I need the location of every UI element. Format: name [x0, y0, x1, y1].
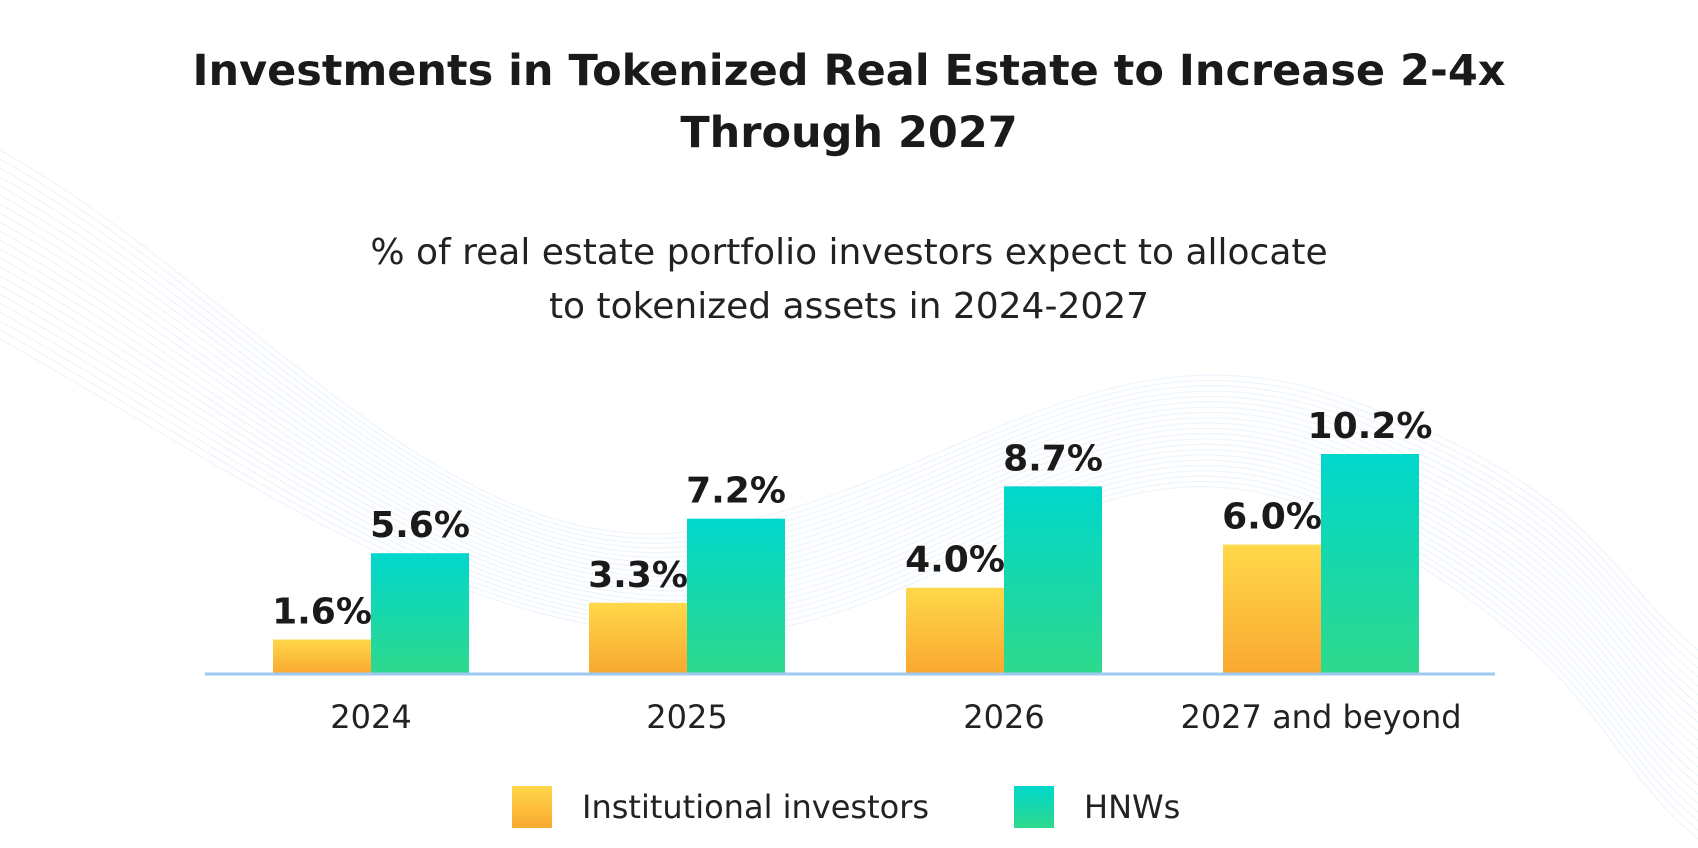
data-label-hnw-0: 5.6%: [370, 505, 470, 546]
data-label-institutional-1: 3.3%: [588, 555, 688, 596]
background-wave-line: [0, 275, 1698, 777]
bar-institutional-2: [906, 587, 1004, 674]
x-tick-label-0: 2024: [330, 698, 411, 736]
background-wave-line: [0, 311, 1698, 813]
background-wave-line: [0, 176, 1698, 678]
background-wave-line: [0, 266, 1698, 768]
background-wave-line: [0, 302, 1698, 804]
background-wave-line: [0, 167, 1698, 669]
data-label-institutional-2: 4.0%: [905, 540, 1005, 581]
chart-title-line-1: Investments in Tokenized Real Estate to …: [192, 46, 1506, 96]
background-wave-line: [0, 257, 1698, 759]
bars-layer: [273, 454, 1419, 674]
chart-subtitle-line-1: % of real estate portfolio investors exp…: [370, 232, 1328, 273]
bar-hnw-3: [1321, 454, 1419, 674]
background-wave-line: [0, 239, 1698, 741]
background-wave-line: [0, 293, 1698, 795]
background-wave-line: [0, 158, 1698, 660]
legend-label-institutional: Institutional investors: [582, 788, 930, 826]
x-tick-label-2: 2026: [963, 698, 1044, 736]
bar-institutional-1: [589, 602, 687, 674]
background-wave-line: [0, 203, 1698, 705]
background-wave-line: [0, 212, 1698, 714]
background-wave-line: [0, 248, 1698, 750]
labels-layer: 1.6% 5.6% 2024 3.3% 7.2% 2025 4.0% 8.7% 2026 6.0%…: [272, 406, 1461, 736]
background-wave-line: [0, 230, 1698, 732]
bar-hnw-1: [687, 518, 785, 674]
background-wave-line: [0, 284, 1698, 786]
background-wave-line: [0, 320, 1698, 822]
x-tick-label-1: 2025: [646, 698, 727, 736]
background-wave-line: [0, 338, 1698, 840]
background-wave-line: [0, 329, 1698, 831]
data-label-institutional-3: 6.0%: [1222, 497, 1322, 538]
chart-title-line-2: Through 2027: [680, 108, 1018, 158]
bar-institutional-0: [273, 639, 371, 674]
data-label-hnw-3: 10.2%: [1308, 406, 1433, 447]
background-wave-line: [0, 221, 1698, 723]
legend-swatch-hnw: [1014, 786, 1054, 828]
x-tick-label-3: 2027 and beyond: [1180, 698, 1461, 736]
chart-subtitle-line-2: to tokenized assets in 2024-2027: [548, 286, 1150, 327]
bar-institutional-3: [1223, 544, 1321, 674]
data-label-institutional-0: 1.6%: [272, 591, 372, 632]
background-wave-line: [0, 149, 1698, 651]
legend-label-hnw: HNWs: [1084, 788, 1181, 826]
data-label-hnw-1: 7.2%: [686, 471, 786, 512]
data-label-hnw-2: 8.7%: [1003, 438, 1103, 479]
background-wave-line: [0, 185, 1698, 687]
bar-hnw-0: [371, 553, 469, 674]
legend-swatch-institutional: [512, 786, 552, 828]
background-wave-line: [0, 194, 1698, 696]
bar-hnw-2: [1004, 486, 1102, 674]
